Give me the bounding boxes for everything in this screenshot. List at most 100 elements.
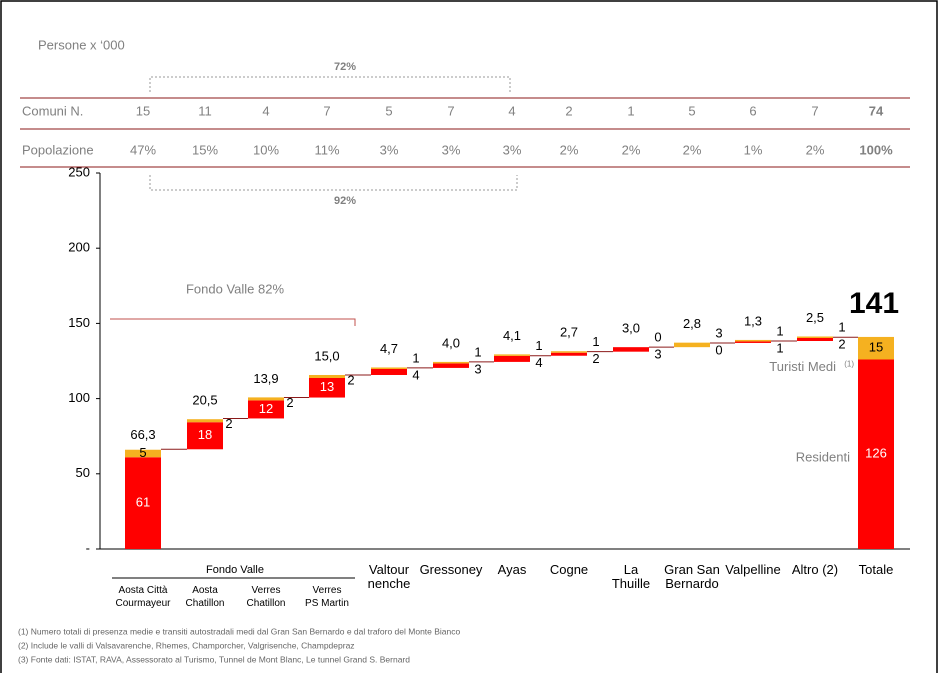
table-cell: 7: [323, 103, 330, 118]
row-label: Popolazione: [22, 142, 94, 157]
x-tick-label: Altro (2): [792, 562, 838, 577]
total-label: 4,7: [380, 341, 398, 356]
value-label: 4: [412, 367, 419, 382]
bar-tourists: [187, 419, 223, 423]
value-label: 61: [136, 495, 150, 510]
table-cell: 15%: [192, 142, 218, 157]
x-tick-label: Aosta Chatillon: [186, 585, 225, 609]
total-label: 141: [849, 287, 899, 320]
table-cell: 7: [447, 103, 454, 118]
total-label: 4,1: [503, 328, 521, 343]
table-cell: 3%: [442, 142, 461, 157]
total-label: 1,3: [744, 313, 762, 328]
value-label: 5: [139, 445, 146, 460]
bar-tourists: [433, 361, 469, 364]
value-label: 2: [286, 395, 293, 410]
value-label: 2: [592, 351, 599, 366]
value-label: 1: [776, 323, 783, 338]
row-label: Comuni N.: [22, 103, 83, 118]
bar-residents: [125, 457, 161, 549]
total-label: 3,0: [622, 321, 640, 336]
value-label: 1: [776, 340, 783, 355]
value-label: 12: [259, 401, 273, 416]
value-label: 3: [654, 347, 661, 362]
total-label: 2,8: [683, 316, 701, 331]
bar-tourists: [735, 339, 771, 342]
y-tick-label: 200: [68, 240, 90, 255]
x-tick-label: La Thuille: [612, 562, 650, 591]
value-label: 0: [715, 342, 722, 357]
table-cell: 10%: [253, 142, 279, 157]
value-label: 1: [474, 344, 481, 359]
bar-tourists: [248, 397, 284, 401]
table-cell: 2%: [622, 142, 641, 157]
value-label: 18: [198, 427, 212, 442]
unit-label: Persone x ‘000: [38, 37, 125, 52]
value-label: 126: [865, 446, 887, 461]
total-label: 4,0: [442, 335, 460, 350]
table-cell: 2%: [806, 142, 825, 157]
bar-tourists: [494, 354, 530, 356]
x-tick-label: Aosta Città Courmayeur: [115, 585, 171, 609]
table-cell: 11: [198, 103, 212, 118]
group-label: Fondo Valle: [206, 564, 264, 576]
legend-note: (1): [844, 360, 854, 369]
value-label: 2: [225, 416, 232, 431]
bracket-line: [110, 318, 356, 326]
legend-label: Turisti Medi: [769, 359, 836, 374]
table-cell: 100%: [859, 142, 893, 157]
y-tick-label: -: [86, 540, 90, 555]
total-label: 15,0: [314, 348, 339, 363]
bar-tourists: [797, 336, 833, 338]
bar-residents: [494, 355, 530, 362]
bar-residents: [309, 377, 345, 398]
bar-residents: [433, 363, 469, 368]
x-tick-label: Ayas: [498, 562, 527, 577]
value-label: 15: [869, 340, 883, 355]
footnote: (3) Fonte dati: ISTAT, RAVA, Assessorato…: [18, 654, 410, 664]
bar-residents: [371, 368, 407, 375]
table-cell: 5: [385, 103, 392, 118]
table-cell: 1: [627, 103, 634, 118]
x-tick-label: Cogne: [550, 562, 588, 577]
value-label: 3: [474, 361, 481, 376]
table-cell: 47%: [130, 142, 156, 157]
table-cell: 11%: [314, 142, 339, 157]
bracket-label: 92%: [334, 195, 356, 207]
table-cell: 5: [688, 103, 695, 118]
value-label: 1: [592, 334, 599, 349]
y-tick-label: 250: [68, 164, 90, 179]
x-tick-label: Totale: [859, 562, 894, 577]
x-tick-label: Verres PS Martin: [305, 585, 349, 609]
table-cell: 4: [508, 103, 515, 118]
footnote: (1) Numero totali di presenza medie e tr…: [18, 626, 461, 636]
x-tick-label: Gran San Bernardo: [664, 562, 720, 591]
bracket-label: 72%: [334, 61, 356, 73]
footnote: (2) Include le valli di Valsavarenche, R…: [18, 640, 355, 650]
table-cell: 7: [811, 103, 818, 118]
bar-residents: [797, 337, 833, 341]
table-cell: 2%: [560, 142, 579, 157]
bar-residents: [613, 347, 649, 352]
x-tick-label: Verres Chatillon: [247, 585, 286, 609]
table-cell: 2%: [683, 142, 702, 157]
value-label: 3: [715, 325, 722, 340]
y-tick-label: 100: [68, 390, 90, 405]
table-cell: 1%: [744, 142, 763, 157]
bar-tourists: [125, 449, 161, 458]
value-label: 1: [838, 320, 845, 335]
table-cell: 15: [136, 103, 150, 118]
bar-tourists: [674, 342, 710, 348]
value-label: 1: [535, 338, 542, 353]
table-cell: 3%: [503, 142, 522, 157]
bar-tourists: [371, 367, 407, 369]
bar-tourists: [309, 374, 345, 378]
value-label: 2: [838, 337, 845, 352]
bar-residents: [187, 422, 223, 450]
bar-tourists: [858, 336, 894, 360]
table-cell: 6: [749, 103, 756, 118]
x-tick-label: Valtour nenche: [368, 562, 411, 591]
table-cell: 4: [262, 103, 269, 118]
annotation: Fondo Valle 82%: [186, 281, 284, 296]
